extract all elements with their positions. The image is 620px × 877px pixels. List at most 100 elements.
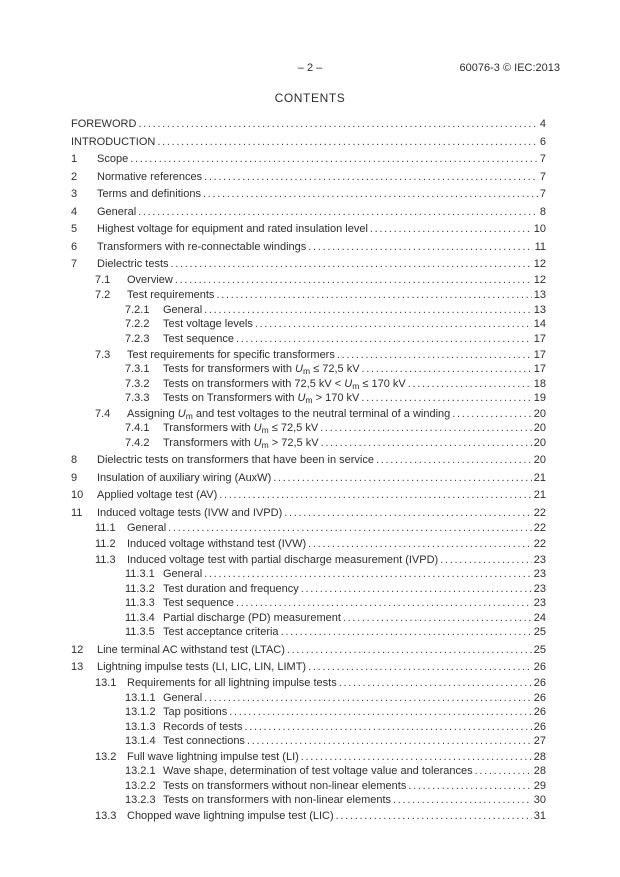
dot-leader [339, 677, 532, 690]
toc-entry-number: 13.3 [95, 809, 117, 822]
dot-leader [362, 363, 532, 376]
toc-entry: 7.3.3 Tests on Transformers with Um > 17… [71, 392, 546, 405]
toc-entry-title: Partial discharge (PD) measurement [163, 611, 341, 624]
dot-leader [175, 274, 532, 287]
toc-entry-title: Induced voltage withstand test (IVW) [127, 538, 307, 551]
toc-entry-page: 13 [533, 289, 546, 302]
toc-entry-number: 5 [71, 223, 78, 235]
toc-entry: 12 Line terminal AC withstand test (LTAC… [71, 644, 546, 657]
toc-entry-number: 11.3 [95, 553, 116, 566]
toc-entry-number: 7.2 [95, 289, 111, 302]
toc-entry-title: INTRODUCTION [71, 135, 156, 148]
dot-leader [376, 454, 532, 467]
toc-entry-title: Full wave lightning impulse test (LI) [127, 750, 299, 763]
header-document-reference: 60076-3 © IEC:2013 [459, 62, 560, 74]
toc-entry-title: Transformers with Um ≤ 72,5 kV [163, 422, 319, 436]
toc-entry-page: 17 [533, 348, 546, 361]
toc-entry-page: 23 [533, 582, 546, 595]
dot-leader [475, 765, 532, 778]
toc-entry-title: Chopped wave lightning impulse test (LIC… [127, 809, 334, 822]
toc-entry-number: 11.3.4 [125, 611, 155, 624]
toc-entry: 2 Normative references 7 [71, 171, 546, 184]
toc-entry: 13 Lightning impulse tests (LI, LIC, LIN… [71, 661, 546, 674]
toc-entry-page: 7 [539, 188, 546, 200]
toc-entry: 7.3.1 Tests for transformers with Um ≤ 7… [71, 363, 546, 376]
dot-leader [255, 318, 532, 331]
toc-entry-number: 11.3.2 [125, 582, 155, 595]
toc-entry-title: Test acceptance criteria [163, 626, 279, 639]
toc-entry-page: 22 [533, 522, 546, 535]
toc-entry-page: 24 [533, 611, 546, 624]
table-of-contents: FOREWORD 4 INTRODUCTION 6 1 Scope 7 2 No… [71, 118, 546, 823]
toc-entry: 7.1 Overview 12 [71, 274, 546, 287]
toc-entry: 13.2.2 Tests on transformers without non… [71, 780, 546, 793]
toc-entry-title: Requirements for all lightning impulse t… [127, 677, 337, 689]
dot-leader [452, 408, 532, 421]
toc-entry-number: 7.1 [95, 273, 111, 286]
dot-leader [287, 644, 532, 657]
toc-entry: 8 Dielectric tests on transformers that … [71, 454, 546, 467]
toc-entry-number: 7.2.2 [125, 318, 150, 331]
toc-entry: 13.1.2 Tap positions 26 [71, 706, 546, 719]
toc-entry-number: 13.2.1 [125, 765, 156, 778]
toc-entry-title: Line terminal AC withstand test (LTAC) [97, 643, 285, 656]
toc-entry-page: 10 [533, 223, 546, 235]
toc-entry-page: 23 [533, 597, 546, 610]
toc-entry: 11.3.4 Partial discharge (PD) measuremen… [71, 612, 546, 625]
toc-entry: 7 Dielectric tests 12 [71, 258, 546, 271]
toc-entry-number: 7.3.3 [125, 392, 150, 405]
toc-entry-page: 20 [533, 407, 546, 420]
toc-entry-title: Tests on transformers with 72,5 kV < Um … [163, 377, 406, 391]
toc-entry: 13.1.4 Test connections 27 [71, 735, 546, 748]
toc-entry-number: 7.3.2 [125, 377, 150, 390]
toc-entry-number: 11.2 [95, 538, 116, 551]
toc-entry: FOREWORD 4 [71, 118, 546, 131]
dot-leader [204, 568, 532, 581]
toc-entry-title: Test sequence [163, 597, 234, 610]
toc-entry: 7.2 Test requirements 13 [71, 289, 546, 302]
toc-entry: 11.3.3 Test sequence 23 [71, 597, 546, 610]
toc-entry: 11.3.1 General 23 [71, 568, 546, 581]
toc-entry-title: Normative references [97, 170, 203, 183]
dot-leader [138, 206, 538, 219]
toc-entry-title: Test voltage levels [163, 318, 253, 331]
toc-entry-title: Tap positions [163, 706, 228, 718]
toc-entry-page: 26 [533, 720, 546, 733]
toc-entry-title: Induced voltage test with partial discha… [127, 553, 439, 566]
toc-entry-number: 11.1 [95, 522, 116, 535]
dot-leader [361, 392, 531, 405]
toc-entry: 4 General 8 [71, 206, 546, 219]
toc-entry: 13.2.3 Tests on transformers with non-li… [71, 794, 546, 807]
toc-entry-page: 13 [533, 303, 546, 316]
toc-entry-page: 23 [533, 553, 546, 566]
toc-entry: 11.3.5 Test acceptance criteria 25 [71, 626, 546, 639]
toc-entry-page: 28 [533, 750, 546, 763]
toc-entry: 9 Insulation of auxiliary wiring (AuxW) … [71, 472, 546, 485]
toc-entry-page: 22 [533, 506, 546, 519]
toc-entry-title: General [163, 691, 203, 704]
toc-entry-page: 17 [533, 332, 546, 345]
toc-entry-title: Assigning Um and test voltages to the ne… [127, 407, 451, 421]
toc-entry: 7.2.2 Test voltage levels 14 [71, 318, 546, 331]
dot-leader [219, 489, 532, 502]
toc-entry-page: 30 [533, 794, 546, 807]
toc-entry: 7.3 Test requirements for specific trans… [71, 349, 546, 362]
toc-entry-title: Insulation of auxiliary wiring (AuxW) [97, 471, 272, 484]
toc-entry-title: FOREWORD [71, 118, 137, 130]
toc-entry-page: 4 [539, 118, 546, 130]
dot-leader [236, 597, 532, 610]
toc-entry-page: 7 [539, 170, 546, 183]
toc-entry-number: 7.4 [95, 407, 111, 420]
toc-entry-title: Test connections [163, 735, 245, 747]
dot-leader [408, 378, 532, 391]
toc-entry-number: 13.1.3 [125, 720, 156, 733]
toc-entry-page: 20 [533, 436, 546, 449]
toc-entry-page: 21 [533, 471, 546, 484]
toc-entry-title: General [163, 568, 203, 581]
toc-entry-page: 14 [533, 318, 546, 331]
toc-entry-title: Tests on transformers without non-linear… [163, 779, 407, 792]
page-header: – 2 – 60076-3 © IEC:2013 [60, 62, 560, 74]
dot-leader [273, 472, 532, 485]
dot-leader [168, 522, 532, 535]
toc-entry-title: Records of tests [163, 720, 243, 733]
